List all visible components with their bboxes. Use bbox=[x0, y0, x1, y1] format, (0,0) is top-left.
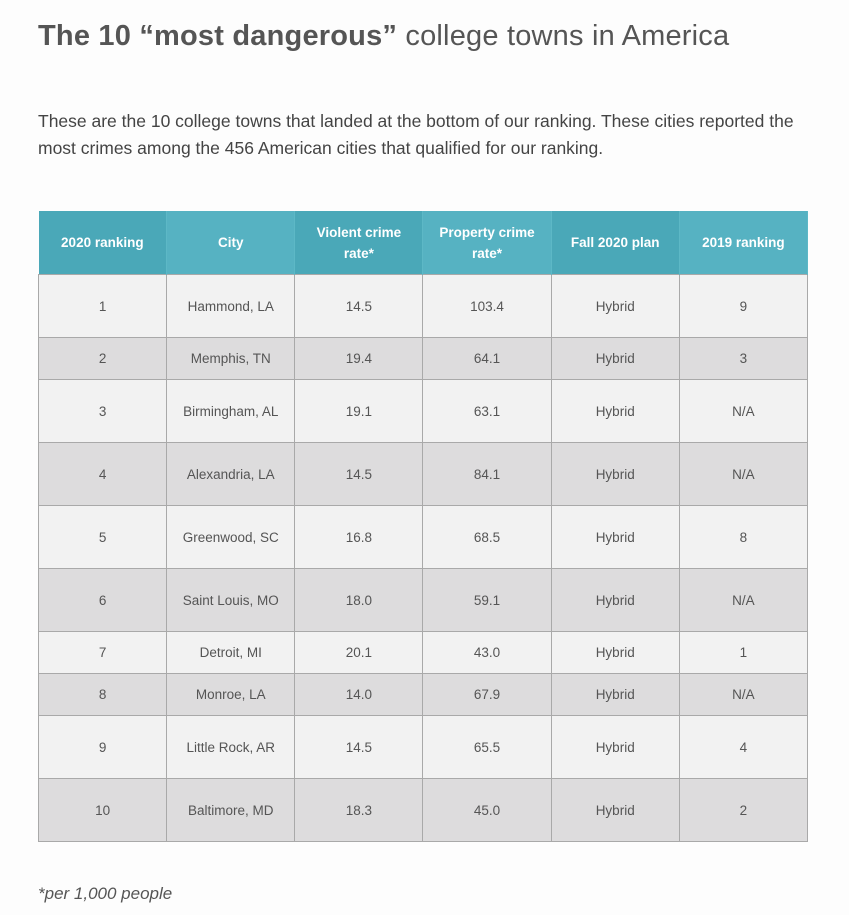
table-cell: 43.0 bbox=[422, 631, 552, 674]
table-header-row: 2020 ranking City Violent crime rate* Prope… bbox=[38, 211, 809, 275]
table-cell: 4 bbox=[678, 715, 809, 779]
table-cell: N/A bbox=[678, 568, 809, 632]
table-cell: Greenwood, SC bbox=[166, 505, 296, 569]
table-cell: Hybrid bbox=[550, 505, 680, 569]
ranking-table: 2020 ranking City Violent crime rate* Prope… bbox=[37, 211, 809, 842]
table-cell: 14.5 bbox=[294, 442, 424, 506]
table-cell: 3 bbox=[678, 337, 809, 380]
table-cell: 8 bbox=[37, 673, 168, 716]
table-row: 7 Detroit, MI 20.1 43.0 Hybrid 1 bbox=[37, 631, 809, 674]
column-header: City bbox=[166, 211, 296, 275]
table-cell: Hybrid bbox=[550, 379, 680, 443]
table-row: 5 Greenwood, SC 16.8 68.5 Hybrid 8 bbox=[37, 505, 809, 569]
table-row: 1 Hammond, LA 14.5 103.4 Hybrid 9 bbox=[37, 274, 809, 338]
table-cell: Detroit, MI bbox=[166, 631, 296, 674]
table-cell: 1 bbox=[37, 274, 168, 338]
table-cell: Hybrid bbox=[550, 778, 680, 842]
table-cell: Hybrid bbox=[550, 715, 680, 779]
table-cell: 14.0 bbox=[294, 673, 424, 716]
table-row: 2 Memphis, TN 19.4 64.1 Hybrid 3 bbox=[37, 337, 809, 380]
table-cell: 84.1 bbox=[422, 442, 552, 506]
table-cell: Memphis, TN bbox=[166, 337, 296, 380]
table-cell: Hybrid bbox=[550, 568, 680, 632]
table-cell: 67.9 bbox=[422, 673, 552, 716]
table-cell: Hybrid bbox=[550, 337, 680, 380]
title-bold: The 10 “most dangerous” bbox=[38, 20, 398, 52]
table-cell: 2 bbox=[37, 337, 168, 380]
table-cell: Hybrid bbox=[550, 631, 680, 674]
table-cell: 59.1 bbox=[422, 568, 552, 632]
table-cell: 65.5 bbox=[422, 715, 552, 779]
table-cell: 68.5 bbox=[422, 505, 552, 569]
table-cell: N/A bbox=[678, 379, 809, 443]
table-cell: Hybrid bbox=[550, 274, 680, 338]
table-cell: 14.5 bbox=[294, 274, 424, 338]
table-cell: Monroe, LA bbox=[166, 673, 296, 716]
table-cell: 2 bbox=[678, 778, 809, 842]
table-cell: Hammond, LA bbox=[166, 274, 296, 338]
table-cell: 19.4 bbox=[294, 337, 424, 380]
table-row: 3 Birmingham, AL 19.1 63.1 Hybrid N/A bbox=[37, 379, 809, 443]
table-cell: Birmingham, AL bbox=[166, 379, 296, 443]
table-cell: 3 bbox=[37, 379, 168, 443]
table-cell: 9 bbox=[37, 715, 168, 779]
table-cell: Baltimore, MD bbox=[166, 778, 296, 842]
table-cell: 18.0 bbox=[294, 568, 424, 632]
page-title: The 10 “most dangerous” college towns in… bbox=[38, 20, 729, 53]
table-cell: Hybrid bbox=[550, 442, 680, 506]
table-row: 10 Baltimore, MD 18.3 45.0 Hybrid 2 bbox=[37, 778, 809, 842]
table-cell: 8 bbox=[678, 505, 809, 569]
table-cell: 5 bbox=[37, 505, 168, 569]
table-cell: 45.0 bbox=[422, 778, 552, 842]
table-cell: 103.4 bbox=[422, 274, 552, 338]
table-cell: 7 bbox=[37, 631, 168, 674]
column-header: Fall 2020 plan bbox=[551, 211, 680, 275]
table-cell: 64.1 bbox=[422, 337, 552, 380]
table-cell: 63.1 bbox=[422, 379, 552, 443]
table-row: 8 Monroe, LA 14.0 67.9 Hybrid N/A bbox=[37, 673, 809, 716]
intro-paragraph: These are the 10 college towns that land… bbox=[38, 111, 794, 158]
table-cell: 9 bbox=[678, 274, 809, 338]
table-cell: 4 bbox=[37, 442, 168, 506]
table-row: 6 Saint Louis, MO 18.0 59.1 Hybrid N/A bbox=[37, 568, 809, 632]
table-row: 4 Alexandria, LA 14.5 84.1 Hybrid N/A bbox=[37, 442, 809, 506]
footnote: *per 1,000 people bbox=[38, 884, 173, 903]
table-cell: 18.3 bbox=[294, 778, 424, 842]
table-cell: 16.8 bbox=[294, 505, 424, 569]
table-cell: 10 bbox=[37, 778, 168, 842]
table-cell: N/A bbox=[678, 442, 809, 506]
table-cell: 20.1 bbox=[294, 631, 424, 674]
table-cell: 6 bbox=[37, 568, 168, 632]
column-header: 2019 ranking bbox=[679, 211, 809, 275]
table-row: 9 Little Rock, AR 14.5 65.5 Hybrid 4 bbox=[37, 715, 809, 779]
title-rest: college towns in America bbox=[397, 20, 730, 52]
column-header: Property crime rate* bbox=[422, 211, 552, 275]
column-header: Violent crime rate* bbox=[294, 211, 424, 275]
column-header: 2020 ranking bbox=[38, 211, 168, 275]
table-cell: Alexandria, LA bbox=[166, 442, 296, 506]
table-cell: Hybrid bbox=[550, 673, 680, 716]
table-cell: 14.5 bbox=[294, 715, 424, 779]
table-cell: Little Rock, AR bbox=[166, 715, 296, 779]
table-cell: 1 bbox=[678, 631, 809, 674]
table-cell: N/A bbox=[678, 673, 809, 716]
table-cell: Saint Louis, MO bbox=[166, 568, 296, 632]
table-cell: 19.1 bbox=[294, 379, 424, 443]
